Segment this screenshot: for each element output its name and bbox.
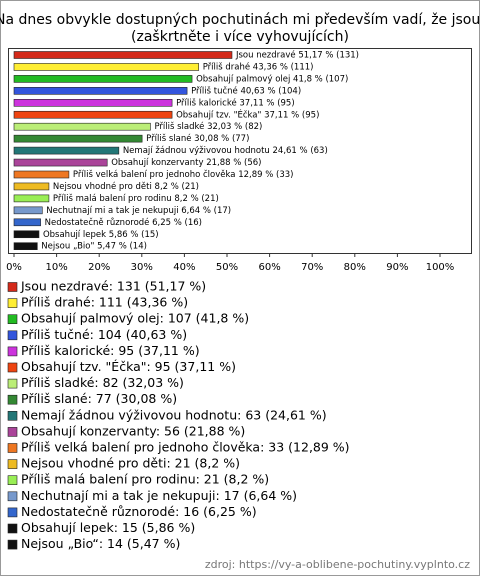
legend-label: Obsahují tzv. "Éčka": 95 (37,11 %)	[21, 359, 236, 374]
legend-label: Nejsou „Bio“: 14 (5,47 %)	[21, 536, 180, 551]
legend-swatch	[7, 507, 18, 518]
bar	[13, 122, 151, 131]
legend-swatch	[7, 491, 18, 502]
legend-label: Obsahují lepek: 15 (5,86 %)	[21, 520, 195, 535]
bar-label: Nejsou vhodné pro děti 8,2 % (21)	[53, 181, 199, 192]
legend-swatch	[7, 410, 18, 421]
legend-swatch	[7, 523, 18, 534]
x-tick-label: 90%	[386, 262, 408, 273]
bar-label: Nechutnají mi a tak je nekupuji 6,64 % (…	[46, 206, 231, 216]
bar	[13, 194, 50, 203]
legend-label: Obsahují konzervanty: 56 (21,88 %)	[21, 423, 245, 438]
bar	[13, 170, 70, 179]
bar-label: Jsou nezdravé 51,17 % (131)	[235, 50, 359, 61]
chart-subtitle: (zaškrtněte i více vyhovujících)	[131, 29, 349, 45]
bar	[13, 158, 108, 167]
bar-label: Nemají žádnou výživovou hodnotu 24,61 % …	[123, 146, 328, 156]
legend-label: Příliš kalorické: 95 (37,11 %)	[21, 343, 200, 358]
bar-label: Příliš kalorické 37,11 % (95)	[176, 97, 295, 108]
bar-label: Obsahují konzervanty 21,88 % (56)	[111, 158, 261, 168]
bar-label: Obsahují palmový olej 41,8 % (107)	[196, 74, 348, 84]
bar	[13, 99, 173, 107]
bar-label: Příliš tučné 40,63 % (104)	[191, 85, 301, 96]
bar	[13, 110, 173, 119]
legend-label: Jsou nezdravé: 131 (51,17 %)	[20, 279, 206, 294]
bar	[13, 51, 233, 59]
bar	[13, 134, 143, 143]
legend-swatch	[7, 314, 18, 325]
bar-label: Příliš velká balení pro jednoho člověka …	[73, 169, 294, 180]
legend-label: Příliš velká balení pro jednoho člověka:…	[21, 440, 350, 455]
x-tick-label: 30%	[131, 262, 153, 273]
bar-label: Nedostatečně různorodé 6,25 % (16)	[45, 217, 202, 228]
bar	[13, 218, 41, 227]
legend-swatch	[7, 378, 18, 389]
legend-swatch	[7, 346, 18, 357]
bar-label: Příliš malá balení pro rodinu 8,2 % (21)	[53, 193, 219, 204]
legend-label: Obsahují palmový olej: 107 (41,8 %)	[21, 311, 249, 326]
legend-swatch	[7, 394, 18, 405]
legend-swatch	[7, 475, 18, 486]
legend-swatch	[7, 459, 18, 469]
x-tick-label: 20%	[88, 262, 110, 273]
x-tick-label: 10%	[45, 262, 67, 273]
bar-label: Nejsou „Bio" 5,47 % (14)	[41, 242, 147, 252]
x-tick-label: 50%	[216, 262, 238, 273]
legend-swatch	[7, 539, 18, 550]
legend-swatch	[7, 282, 18, 292]
bar-label: Obsahují tzv. "Éčka" 37,11 % (95)	[176, 108, 319, 120]
x-tick-label: 70%	[301, 262, 323, 273]
chart-title: Na dnes obvykle dostupných pochutinách m…	[0, 12, 480, 28]
legend-swatch	[7, 427, 18, 437]
x-tick-label: 60%	[258, 262, 280, 273]
bar-label: Příliš slané 30,08 % (77)	[146, 133, 249, 144]
legend-label: Nechutnají mi a tak je nekupuji: 17 (6,6…	[21, 488, 297, 503]
bar-label: Příliš sladké 32,03 % (82)	[154, 121, 262, 132]
bar	[13, 242, 38, 250]
x-tick-label: 100%	[426, 262, 455, 273]
legend-swatch	[7, 443, 18, 453]
source: zdroj: https://vy-a-oblibene-pochutiny.v…	[205, 558, 470, 571]
bar	[13, 206, 43, 215]
bar-label: Příliš drahé 43,36 % (111)	[203, 61, 314, 72]
x-tick-label: 80%	[344, 262, 366, 273]
legend-swatch	[7, 362, 18, 373]
legend-label: Příliš malá balení pro rodinu: 21 (8,2 %…	[21, 472, 269, 487]
bar	[13, 75, 193, 83]
bar	[13, 146, 120, 155]
legend-label: Nejsou vhodné pro děti: 21 (8,2 %)	[21, 456, 240, 471]
legend-label: Příliš sladké: 82 (32,03 %)	[21, 375, 184, 390]
x-tick-label: 0%	[6, 262, 22, 273]
bar	[13, 63, 200, 71]
legend-swatch	[7, 330, 18, 341]
legend-label: Nemají žádnou výživovou hodnotu: 63 (24,…	[21, 407, 327, 422]
x-tick-label: 40%	[173, 262, 195, 273]
bar	[13, 87, 188, 95]
bar	[13, 230, 40, 239]
legend-label: Příliš slané: 77 (30,08 %)	[21, 391, 177, 406]
bar-label: Obsahují lepek 5,86 % (15)	[43, 230, 159, 240]
legend-swatch	[7, 298, 18, 308]
bar	[13, 182, 50, 191]
legend-label: Nedostatečně různorodé: 16 (6,25 %)	[21, 504, 257, 519]
legend-label: Příliš drahé: 111 (43,36 %)	[21, 295, 188, 310]
legend-label: Příliš tučné: 104 (40,63 %)	[21, 327, 187, 342]
